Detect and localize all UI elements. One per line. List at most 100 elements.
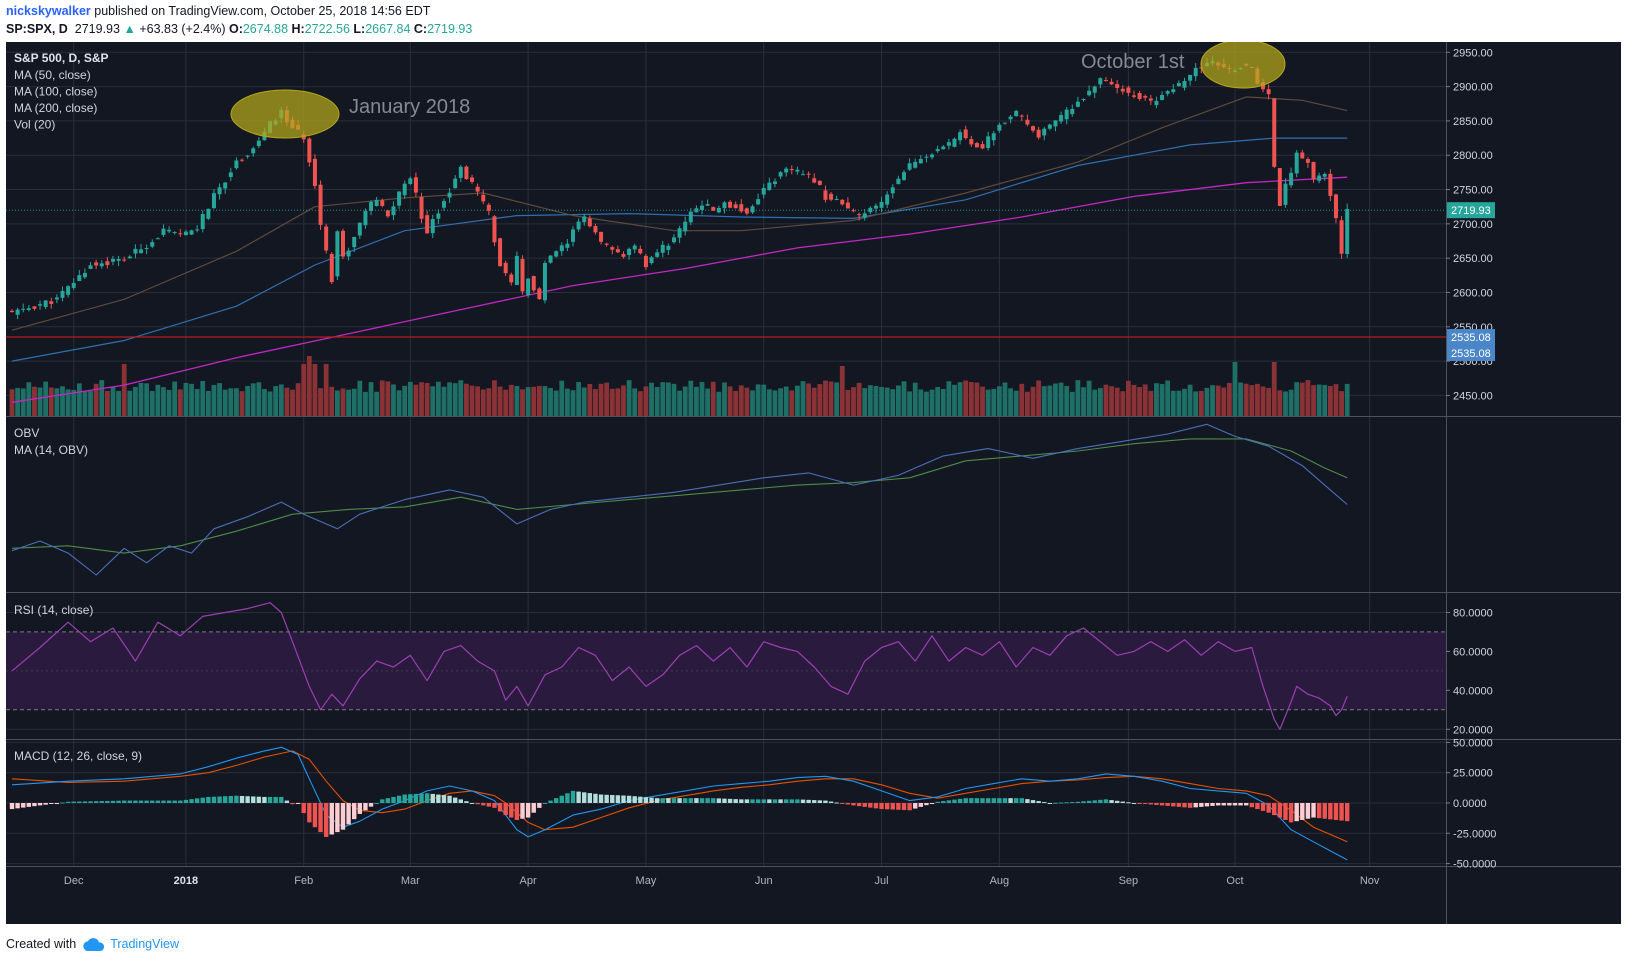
volume-bar	[1271, 362, 1277, 416]
volume-bar	[1170, 390, 1176, 416]
macd-histogram-bar	[997, 798, 1002, 803]
volume-bar	[1047, 385, 1053, 416]
macd-histogram-bar	[913, 803, 918, 809]
macd-histogram-bar	[1086, 800, 1092, 803]
candle-body	[430, 219, 435, 234]
candle-body	[43, 300, 48, 308]
volume-bar	[357, 380, 363, 416]
volume-bar	[149, 390, 155, 416]
candle-body	[554, 251, 559, 257]
macd-histogram-bar	[43, 803, 48, 805]
macd-histogram-bar	[643, 797, 649, 803]
volume-bar	[1103, 384, 1109, 416]
candle-body	[369, 201, 374, 211]
chart-svg[interactable]: January 2018 October 1st Dec 2018 Feb Mar Apr…	[6, 39, 1621, 924]
volume-bar	[654, 386, 660, 416]
volume-bar	[1019, 383, 1025, 416]
candle-body	[1137, 93, 1142, 100]
macd-histogram-bar	[318, 803, 323, 833]
macd-histogram-bar	[77, 801, 82, 803]
volume-bar	[795, 385, 800, 416]
candle-body	[481, 194, 486, 202]
macd-histogram-bar	[520, 803, 525, 819]
volume-bar	[464, 383, 469, 416]
volume-bar	[946, 381, 952, 416]
volume-bar	[699, 381, 705, 416]
macd-histogram-bar	[733, 799, 738, 803]
volume-bar	[99, 380, 105, 416]
macd-histogram-bar	[924, 803, 929, 806]
macd-histogram-bar	[447, 795, 452, 803]
volume-bar	[671, 383, 677, 416]
annotation-layer: January 2018 October 1st	[230, 39, 1286, 139]
candle-body	[436, 213, 441, 219]
macd-histogram-bar	[1081, 801, 1086, 803]
candle-body	[1317, 175, 1322, 181]
macd-histogram-bar	[694, 798, 699, 803]
macd-histogram-bar	[1300, 803, 1305, 820]
candle-body	[969, 139, 974, 145]
volume-bar	[839, 366, 845, 416]
volume-bar	[1193, 391, 1199, 416]
macd-histogram-bar	[778, 799, 783, 803]
macd-histogram-bar	[946, 800, 952, 803]
macd-histogram-bar	[744, 799, 750, 803]
macd-histogram-bar	[424, 793, 430, 803]
macd-histogram-bar	[980, 798, 985, 803]
volume-bar	[1299, 382, 1305, 416]
volume-bar	[82, 391, 88, 416]
volume-bar	[632, 388, 638, 416]
volume-bar	[306, 356, 312, 416]
volume-bar	[1266, 387, 1272, 416]
volume-bar	[716, 391, 722, 416]
volume-bar	[1277, 390, 1283, 416]
macd-histogram-bar	[957, 798, 963, 803]
candle-body	[1143, 96, 1148, 98]
candle-body	[228, 172, 233, 177]
author-link[interactable]: nickskywalker	[6, 4, 91, 18]
volume-bar	[1036, 380, 1042, 416]
candle-body	[750, 206, 755, 213]
candle-body	[963, 129, 968, 139]
macd-histogram-bar	[88, 801, 93, 803]
candle-body	[1305, 159, 1310, 163]
macd-histogram-bar	[873, 803, 879, 809]
volume-bar	[407, 381, 413, 416]
macd-histogram-bar	[828, 801, 834, 803]
volume-bar	[957, 382, 963, 416]
macd-histogram-bar	[688, 798, 694, 803]
candle-body	[1008, 116, 1013, 120]
macd-histogram-bar	[1193, 803, 1198, 808]
volume-bar	[593, 389, 598, 416]
macd-histogram-bar	[402, 794, 407, 803]
tradingview-cloud-icon	[83, 937, 105, 951]
macd-histogram-bar	[301, 803, 306, 814]
candle-body	[1300, 152, 1305, 159]
volume-bar	[851, 387, 856, 416]
candle-body	[801, 174, 806, 176]
volume-bar	[1165, 380, 1171, 416]
obv-ma-line	[11, 438, 1348, 554]
candle-body	[71, 283, 76, 288]
volume-bar	[772, 390, 778, 416]
macd-histogram-bar	[1154, 803, 1159, 805]
tradingview-link[interactable]: TradingView	[110, 937, 179, 951]
volume-bar	[929, 389, 935, 416]
candle-body	[1103, 80, 1108, 82]
candle-body	[677, 228, 682, 238]
candle-body	[772, 181, 777, 184]
volume-bar	[228, 388, 234, 416]
candle-body	[470, 177, 475, 182]
macd-histogram-bar	[727, 798, 733, 803]
volume-bar	[531, 386, 537, 416]
candle-body	[1075, 101, 1080, 107]
chart-container[interactable]: January 2018 October 1st Dec 2018 Feb Mar Apr…	[6, 39, 1621, 924]
macd-histogram-bar	[363, 803, 368, 811]
volume-bar	[284, 387, 290, 416]
macd-histogram-bar	[161, 800, 166, 803]
candle-body	[1339, 220, 1344, 254]
volume-bar	[912, 382, 918, 416]
macd-histogram-bar	[1199, 803, 1204, 807]
volume-bar	[996, 386, 1002, 416]
macd-histogram-bar	[1328, 803, 1333, 820]
